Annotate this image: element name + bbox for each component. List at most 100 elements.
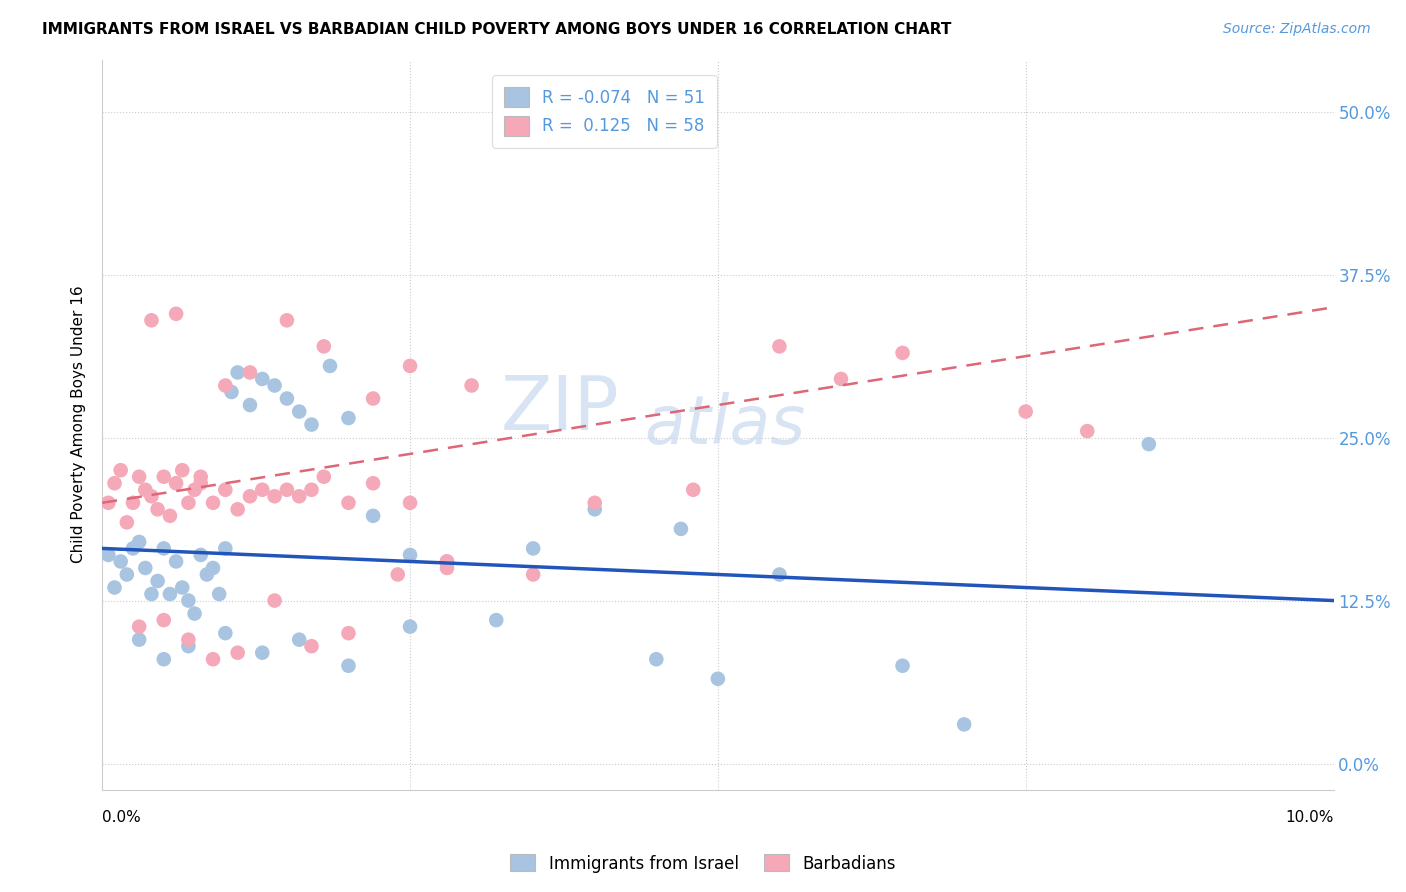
Point	[301, 483, 323, 497]
Point	[312, 469, 335, 483]
Point	[226, 366, 249, 380]
Point	[436, 554, 458, 568]
Point	[387, 567, 409, 582]
Point	[103, 476, 125, 491]
Point	[399, 359, 422, 373]
Point	[312, 339, 335, 353]
Point	[141, 313, 163, 327]
Point	[337, 496, 360, 510]
Point	[172, 463, 194, 477]
Point	[669, 522, 692, 536]
Point	[768, 339, 790, 353]
Point	[1015, 404, 1038, 418]
Text: atlas: atlas	[644, 392, 806, 458]
Point	[252, 646, 274, 660]
Point	[319, 359, 342, 373]
Point	[399, 548, 422, 562]
Point	[214, 483, 236, 497]
Point	[399, 620, 422, 634]
Point	[337, 411, 360, 425]
Point	[103, 581, 125, 595]
Point	[141, 489, 163, 503]
Point	[141, 587, 163, 601]
Text: IMMIGRANTS FROM ISRAEL VS BARBADIAN CHILD POVERTY AMONG BOYS UNDER 16 CORRELATIO: IMMIGRANTS FROM ISRAEL VS BARBADIAN CHIL…	[42, 22, 952, 37]
Legend: Immigrants from Israel, Barbadians: Immigrants from Israel, Barbadians	[503, 847, 903, 880]
Point	[361, 476, 384, 491]
Text: ZIP: ZIP	[501, 374, 620, 447]
Point	[583, 496, 606, 510]
Point	[263, 378, 285, 392]
Point	[152, 541, 174, 556]
Point	[190, 548, 212, 562]
Point	[146, 502, 169, 516]
Point	[953, 717, 976, 731]
Point	[288, 489, 311, 503]
Point	[1137, 437, 1160, 451]
Point	[177, 639, 200, 653]
Point	[768, 567, 790, 582]
Point	[134, 561, 156, 575]
Point	[202, 561, 225, 575]
Point	[645, 652, 668, 666]
Point	[172, 581, 194, 595]
Point	[276, 483, 298, 497]
Point	[460, 378, 482, 392]
Point	[195, 567, 218, 582]
Point	[252, 372, 274, 386]
Point	[190, 469, 212, 483]
Point	[128, 469, 150, 483]
Point	[522, 541, 544, 556]
Point	[301, 639, 323, 653]
Point	[436, 561, 458, 575]
Point	[288, 404, 311, 418]
Point	[276, 392, 298, 406]
Point	[190, 476, 212, 491]
Legend: R = -0.074   N = 51, R =  0.125   N = 58: R = -0.074 N = 51, R = 0.125 N = 58	[492, 75, 717, 147]
Point	[202, 496, 225, 510]
Point	[214, 626, 236, 640]
Point	[337, 626, 360, 640]
Point	[583, 502, 606, 516]
Point	[830, 372, 852, 386]
Point	[682, 483, 704, 497]
Point	[159, 508, 181, 523]
Point	[115, 516, 138, 530]
Text: 0.0%: 0.0%	[103, 811, 141, 825]
Point	[152, 469, 174, 483]
Point	[128, 632, 150, 647]
Point	[707, 672, 730, 686]
Point	[276, 313, 298, 327]
Point	[221, 384, 243, 399]
Point	[152, 652, 174, 666]
Point	[891, 346, 914, 360]
Point	[110, 554, 132, 568]
Point	[252, 483, 274, 497]
Y-axis label: Child Poverty Among Boys Under 16: Child Poverty Among Boys Under 16	[72, 285, 86, 564]
Point	[177, 496, 200, 510]
Point	[183, 607, 205, 621]
Point	[436, 554, 458, 568]
Point	[97, 496, 120, 510]
Point	[177, 632, 200, 647]
Point	[361, 508, 384, 523]
Text: Source: ZipAtlas.com: Source: ZipAtlas.com	[1223, 22, 1371, 37]
Point	[159, 587, 181, 601]
Point	[134, 483, 156, 497]
Point	[110, 463, 132, 477]
Point	[122, 496, 145, 510]
Point	[288, 632, 311, 647]
Point	[301, 417, 323, 432]
Point	[128, 535, 150, 549]
Point	[165, 554, 187, 568]
Point	[183, 483, 205, 497]
Point	[485, 613, 508, 627]
Point	[165, 307, 187, 321]
Point	[399, 496, 422, 510]
Point	[361, 392, 384, 406]
Point	[146, 574, 169, 588]
Point	[522, 567, 544, 582]
Point	[226, 502, 249, 516]
Point	[177, 593, 200, 607]
Point	[891, 658, 914, 673]
Point	[1076, 424, 1098, 438]
